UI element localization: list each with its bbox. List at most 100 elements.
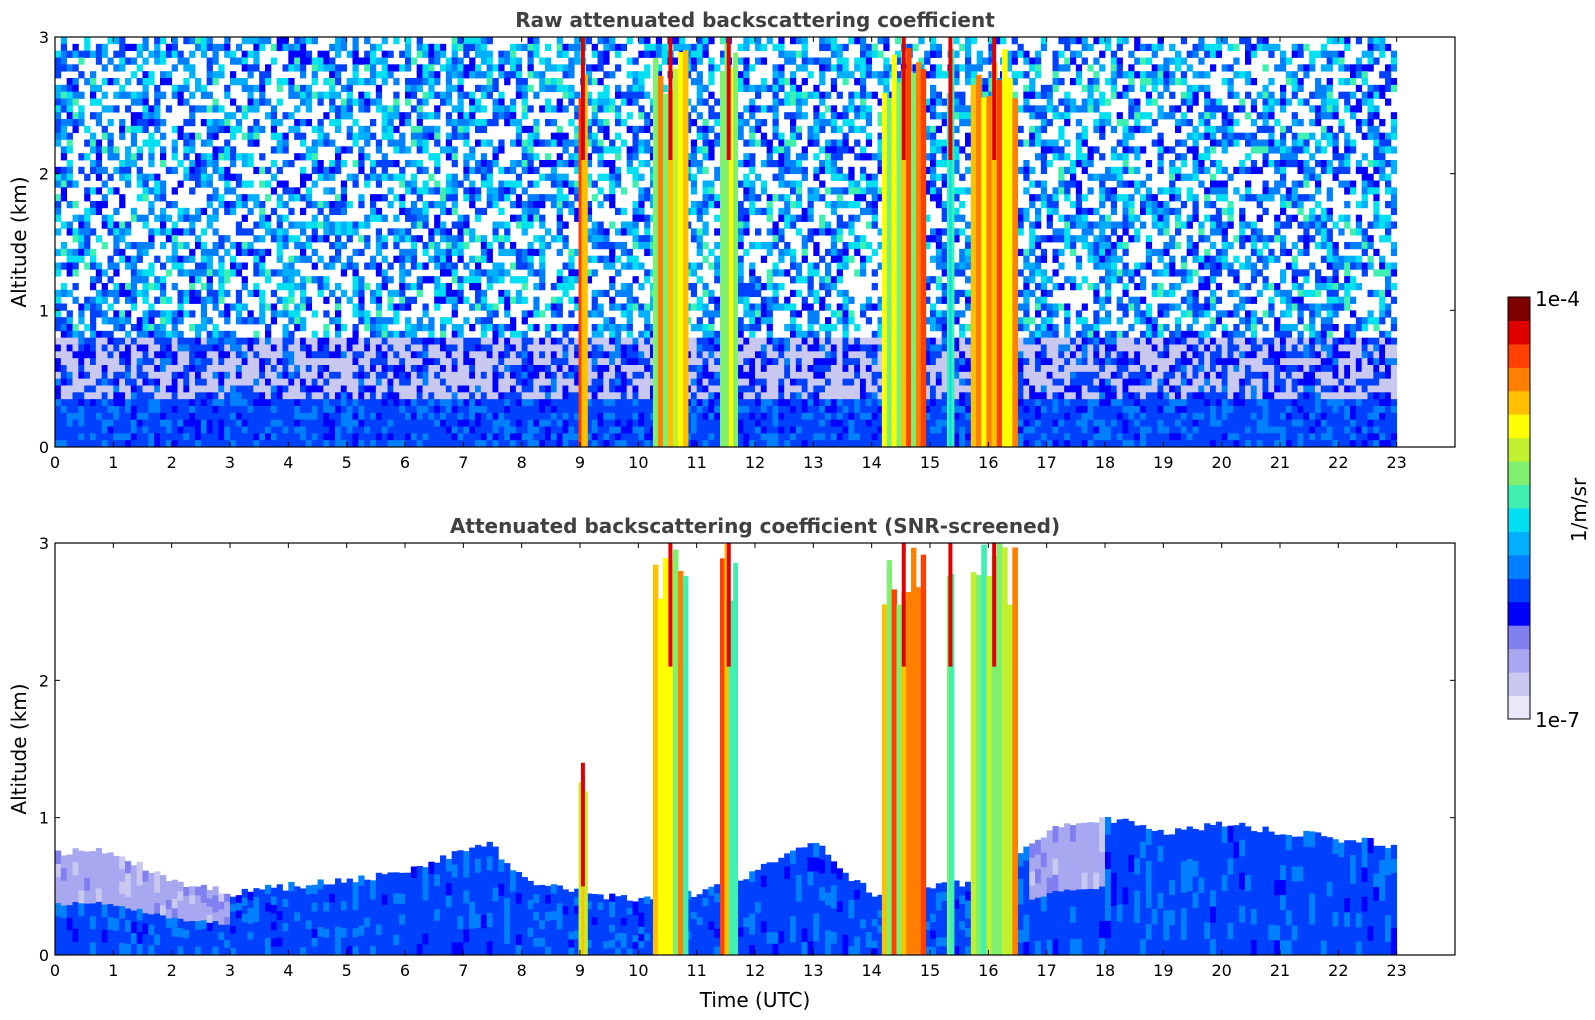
cloud-band-strip xyxy=(986,96,993,447)
x-tick-label: 21 xyxy=(1270,961,1290,980)
colorbar-cell xyxy=(1508,343,1530,368)
cloud-band-strip xyxy=(584,791,588,955)
y-tick-label: 0 xyxy=(39,946,49,965)
x-tick-label: 1 xyxy=(108,961,118,980)
cloud-band-strip xyxy=(915,587,922,955)
colorbar-cell xyxy=(1508,297,1530,321)
x-tick-label: 0 xyxy=(50,453,60,472)
x-tick-label: 13 xyxy=(803,453,823,472)
snr-panel-title: Attenuated backscattering coefficient (S… xyxy=(450,514,1060,538)
colorbar-cell xyxy=(1508,414,1530,439)
cloud-band-strip xyxy=(667,89,674,447)
cloud-band-strip xyxy=(1001,49,1008,447)
cloud-band-strip xyxy=(1012,98,1018,447)
cloud-band-strip xyxy=(970,572,977,955)
cloud-band-strip xyxy=(896,82,902,447)
cloud-band-strip xyxy=(970,84,977,447)
colorbar: 1e-4 1e-7 1/m/sr xyxy=(1507,287,1591,732)
cloud-band-strip xyxy=(981,544,987,955)
cloud-core xyxy=(668,37,673,160)
cloud-band-strip xyxy=(891,54,897,447)
cloud-band-strip xyxy=(911,73,917,447)
raw-y-axis-label: Altitude (km) xyxy=(7,176,31,307)
cloud-band-strip xyxy=(951,573,955,955)
x-tick-label: 21 xyxy=(1270,453,1290,472)
x-tick-label: 23 xyxy=(1386,453,1406,472)
x-tick-label: 1 xyxy=(108,453,118,472)
cloud-band-strip xyxy=(584,74,588,447)
x-tick-label: 12 xyxy=(745,453,765,472)
y-tick-label: 1 xyxy=(39,301,49,320)
cloud-band-strip xyxy=(906,592,912,955)
snr-y-axis-label: Altitude (km) xyxy=(7,683,31,814)
raw-panel: Raw attenuated backscattering coefficien… xyxy=(7,8,1456,472)
cloud-band-strip xyxy=(976,74,982,447)
cloud-core xyxy=(992,37,997,160)
colorbar-cell xyxy=(1508,601,1530,626)
x-tick-label: 19 xyxy=(1153,453,1173,472)
cloud-band-strip xyxy=(682,50,689,447)
colorbar-cell xyxy=(1508,578,1530,603)
cloud-band-strip xyxy=(991,556,998,955)
cloud-core xyxy=(901,37,906,160)
cloud-band-strip xyxy=(886,97,893,447)
x-tick-label: 5 xyxy=(342,961,352,980)
x-tick-label: 2 xyxy=(167,961,177,980)
colorbar-cell xyxy=(1508,484,1530,509)
cloud-band-strip xyxy=(946,575,950,955)
x-tick-label: 17 xyxy=(1036,961,1056,980)
x-tick-label: 7 xyxy=(458,453,468,472)
x-tick-label: 15 xyxy=(920,961,940,980)
colorbar-cell xyxy=(1508,695,1530,720)
y-tick-label: 2 xyxy=(39,671,49,690)
x-tick-label: 0 xyxy=(50,961,60,980)
snr-heatmap xyxy=(55,543,1398,955)
cloud-band-strip xyxy=(896,604,902,955)
cloud-band-strip xyxy=(915,62,922,447)
cloud-band-strip xyxy=(881,92,888,447)
x-tick-label: 22 xyxy=(1328,961,1348,980)
cloud-core xyxy=(668,543,673,667)
cloud-core xyxy=(580,762,585,887)
cloud-band-strip xyxy=(891,589,897,955)
cloud-band-strip xyxy=(986,575,993,955)
cloud-band-strip xyxy=(662,558,669,955)
cloud-band-strip xyxy=(581,84,585,447)
cloud-band-strip xyxy=(1007,604,1013,955)
raw-panel-title: Raw attenuated backscattering coefficien… xyxy=(515,8,995,32)
x-tick-label: 5 xyxy=(342,453,352,472)
snr-x-ticks: 0 1 2 3 4 5 6 7 8 9 10 11 12 13 14 15 16 17 18 19 20 21 22 23 xyxy=(50,543,1407,980)
x-tick-label: 14 xyxy=(861,453,881,472)
cloud-band-strip xyxy=(657,75,664,447)
cloud-band-strip xyxy=(728,600,734,955)
cloud-band-strip xyxy=(949,569,953,955)
cloud-band-strip xyxy=(976,575,982,955)
colorbar-cell xyxy=(1508,648,1530,673)
cloud-band-strip xyxy=(652,57,659,447)
cloud-band-strip xyxy=(578,97,582,447)
cloud-band-strip xyxy=(981,97,987,447)
x-tick-label: 23 xyxy=(1386,961,1406,980)
cloud-band-strip xyxy=(906,47,912,447)
y-tick-label: 1 xyxy=(39,809,49,828)
x-axis-label: Time (UTC) xyxy=(699,988,811,1012)
snr-y-ticks: 0 1 2 3 xyxy=(39,534,1455,965)
cloud-band-strip xyxy=(672,68,679,447)
x-tick-label: 16 xyxy=(978,961,998,980)
x-tick-label: 6 xyxy=(400,453,410,472)
colorbar-cell xyxy=(1508,367,1530,392)
cloud-band-strip xyxy=(667,561,674,955)
x-tick-label: 18 xyxy=(1095,961,1115,980)
x-tick-label: 16 xyxy=(978,453,998,472)
colorbar-cell xyxy=(1508,625,1530,650)
colorbar-cell xyxy=(1508,508,1530,532)
snr-panel: Attenuated backscattering coefficient (S… xyxy=(7,514,1456,1012)
cloud-band-strip xyxy=(1007,78,1013,447)
x-tick-label: 13 xyxy=(803,961,823,980)
cloud-band-strip xyxy=(951,48,955,447)
cloud-band-strip xyxy=(720,558,725,955)
x-tick-label: 6 xyxy=(400,961,410,980)
x-tick-label: 18 xyxy=(1095,453,1115,472)
y-tick-label: 0 xyxy=(39,438,49,457)
cloud-core xyxy=(948,37,953,160)
